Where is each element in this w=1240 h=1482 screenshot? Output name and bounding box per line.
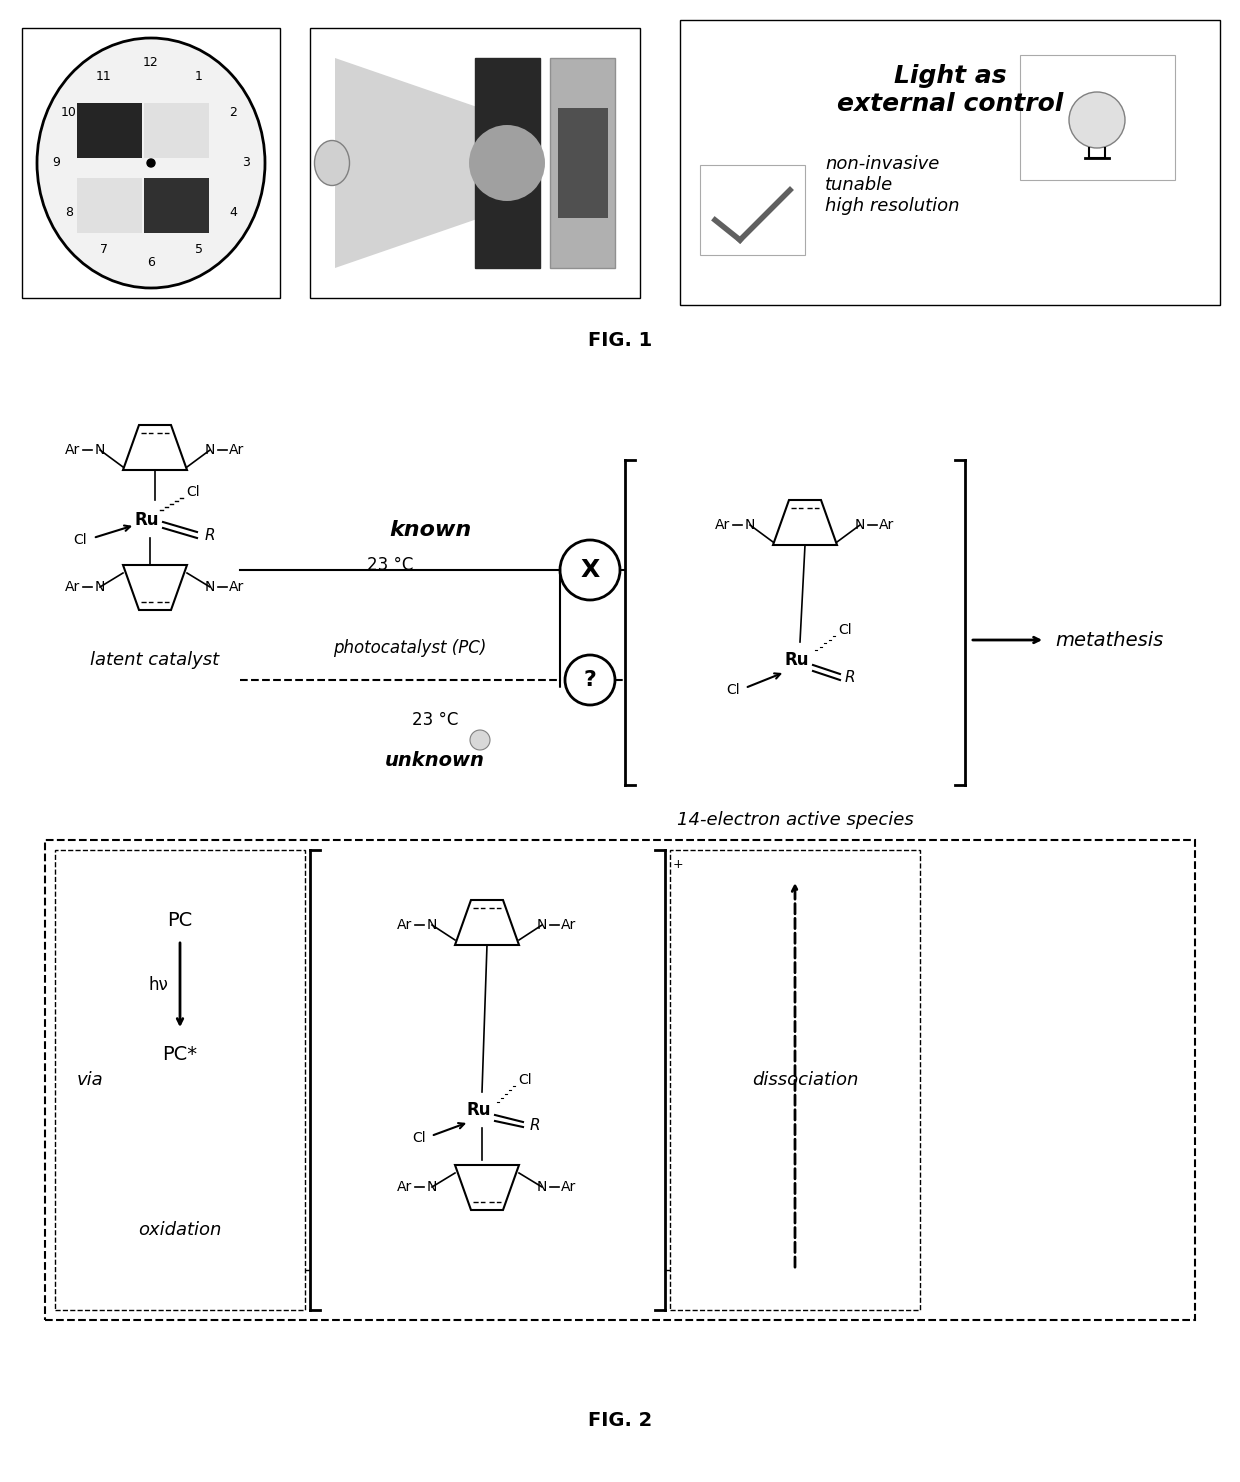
Polygon shape xyxy=(335,58,480,268)
Text: N: N xyxy=(537,1180,547,1194)
Circle shape xyxy=(470,731,490,750)
Text: N: N xyxy=(427,1180,438,1194)
Text: N: N xyxy=(537,917,547,932)
Text: oxidation: oxidation xyxy=(139,1221,222,1239)
Text: unknown: unknown xyxy=(386,750,485,769)
Text: N: N xyxy=(94,443,105,456)
Text: Ar: Ar xyxy=(229,579,244,594)
Text: via: via xyxy=(77,1071,103,1089)
Text: Ar: Ar xyxy=(397,917,413,932)
Bar xyxy=(55,851,305,1310)
Text: N: N xyxy=(427,917,438,932)
Text: 14-electron active species: 14-electron active species xyxy=(677,811,914,828)
Text: dissociation: dissociation xyxy=(751,1071,858,1089)
Text: 4: 4 xyxy=(229,206,237,219)
Text: N: N xyxy=(854,519,866,532)
Text: X: X xyxy=(580,559,600,582)
Bar xyxy=(144,104,210,159)
Text: Light as
external control: Light as external control xyxy=(837,64,1063,116)
Text: FIG. 2: FIG. 2 xyxy=(588,1411,652,1430)
Circle shape xyxy=(469,124,546,202)
Text: PC*: PC* xyxy=(162,1045,197,1064)
Text: $^+$: $^+$ xyxy=(670,860,684,877)
Circle shape xyxy=(148,159,155,167)
Bar xyxy=(558,108,608,218)
Text: Ar: Ar xyxy=(66,579,81,594)
Circle shape xyxy=(1069,92,1125,148)
Text: 12: 12 xyxy=(143,56,159,70)
Bar xyxy=(144,178,210,233)
Bar xyxy=(701,165,805,255)
Text: 8: 8 xyxy=(64,206,73,219)
Text: 10: 10 xyxy=(61,107,77,120)
Text: 11: 11 xyxy=(95,70,112,83)
Text: known: known xyxy=(389,520,471,539)
Text: Ar: Ar xyxy=(562,917,577,932)
Bar xyxy=(77,178,143,233)
Text: FIG. 1: FIG. 1 xyxy=(588,330,652,350)
Text: metathesis: metathesis xyxy=(1055,630,1163,649)
Text: Ar: Ar xyxy=(397,1180,413,1194)
Bar xyxy=(1021,55,1176,179)
Text: Cl: Cl xyxy=(73,534,87,547)
Text: Ru: Ru xyxy=(785,651,810,668)
Text: Ru: Ru xyxy=(135,511,159,529)
Text: Ar: Ar xyxy=(229,443,244,456)
Ellipse shape xyxy=(37,39,265,288)
Bar xyxy=(45,840,1195,1320)
Ellipse shape xyxy=(315,141,350,185)
Bar xyxy=(475,58,539,268)
Text: 7: 7 xyxy=(99,243,108,256)
Text: 6: 6 xyxy=(148,256,155,270)
Bar xyxy=(680,19,1220,305)
Text: R: R xyxy=(844,670,856,686)
Bar xyxy=(310,28,640,298)
Text: Cl: Cl xyxy=(838,622,852,637)
Text: non-invasive
tunable
high resolution: non-invasive tunable high resolution xyxy=(825,156,960,215)
Text: 2: 2 xyxy=(229,107,237,120)
Text: N: N xyxy=(94,579,105,594)
Text: Cl: Cl xyxy=(412,1131,425,1146)
Text: Ar: Ar xyxy=(879,519,894,532)
Text: N: N xyxy=(205,443,216,456)
Text: 9: 9 xyxy=(52,157,60,169)
Text: latent catalyst: latent catalyst xyxy=(91,651,219,668)
Text: Ar: Ar xyxy=(66,443,81,456)
Bar xyxy=(670,851,920,1310)
Text: 23 °C: 23 °C xyxy=(367,556,413,574)
Text: Ar: Ar xyxy=(715,519,730,532)
Text: Cl: Cl xyxy=(518,1073,532,1086)
Text: Cl: Cl xyxy=(186,485,200,499)
Text: N: N xyxy=(205,579,216,594)
Text: photocatalyst (PC): photocatalyst (PC) xyxy=(334,639,486,657)
Text: 1: 1 xyxy=(195,70,202,83)
Text: hν: hν xyxy=(148,977,167,994)
Text: Ru: Ru xyxy=(466,1101,491,1119)
Text: 23 °C: 23 °C xyxy=(412,711,459,729)
Text: 5: 5 xyxy=(195,243,202,256)
Text: Ar: Ar xyxy=(562,1180,577,1194)
Bar xyxy=(22,28,280,298)
Text: PC: PC xyxy=(167,910,192,929)
Text: N: N xyxy=(745,519,755,532)
Bar xyxy=(77,104,143,159)
Text: Cl: Cl xyxy=(727,683,740,697)
Text: 3: 3 xyxy=(242,157,250,169)
Text: R: R xyxy=(205,528,216,542)
Bar xyxy=(551,58,615,268)
Text: ?: ? xyxy=(584,670,596,691)
Text: R: R xyxy=(529,1117,541,1132)
